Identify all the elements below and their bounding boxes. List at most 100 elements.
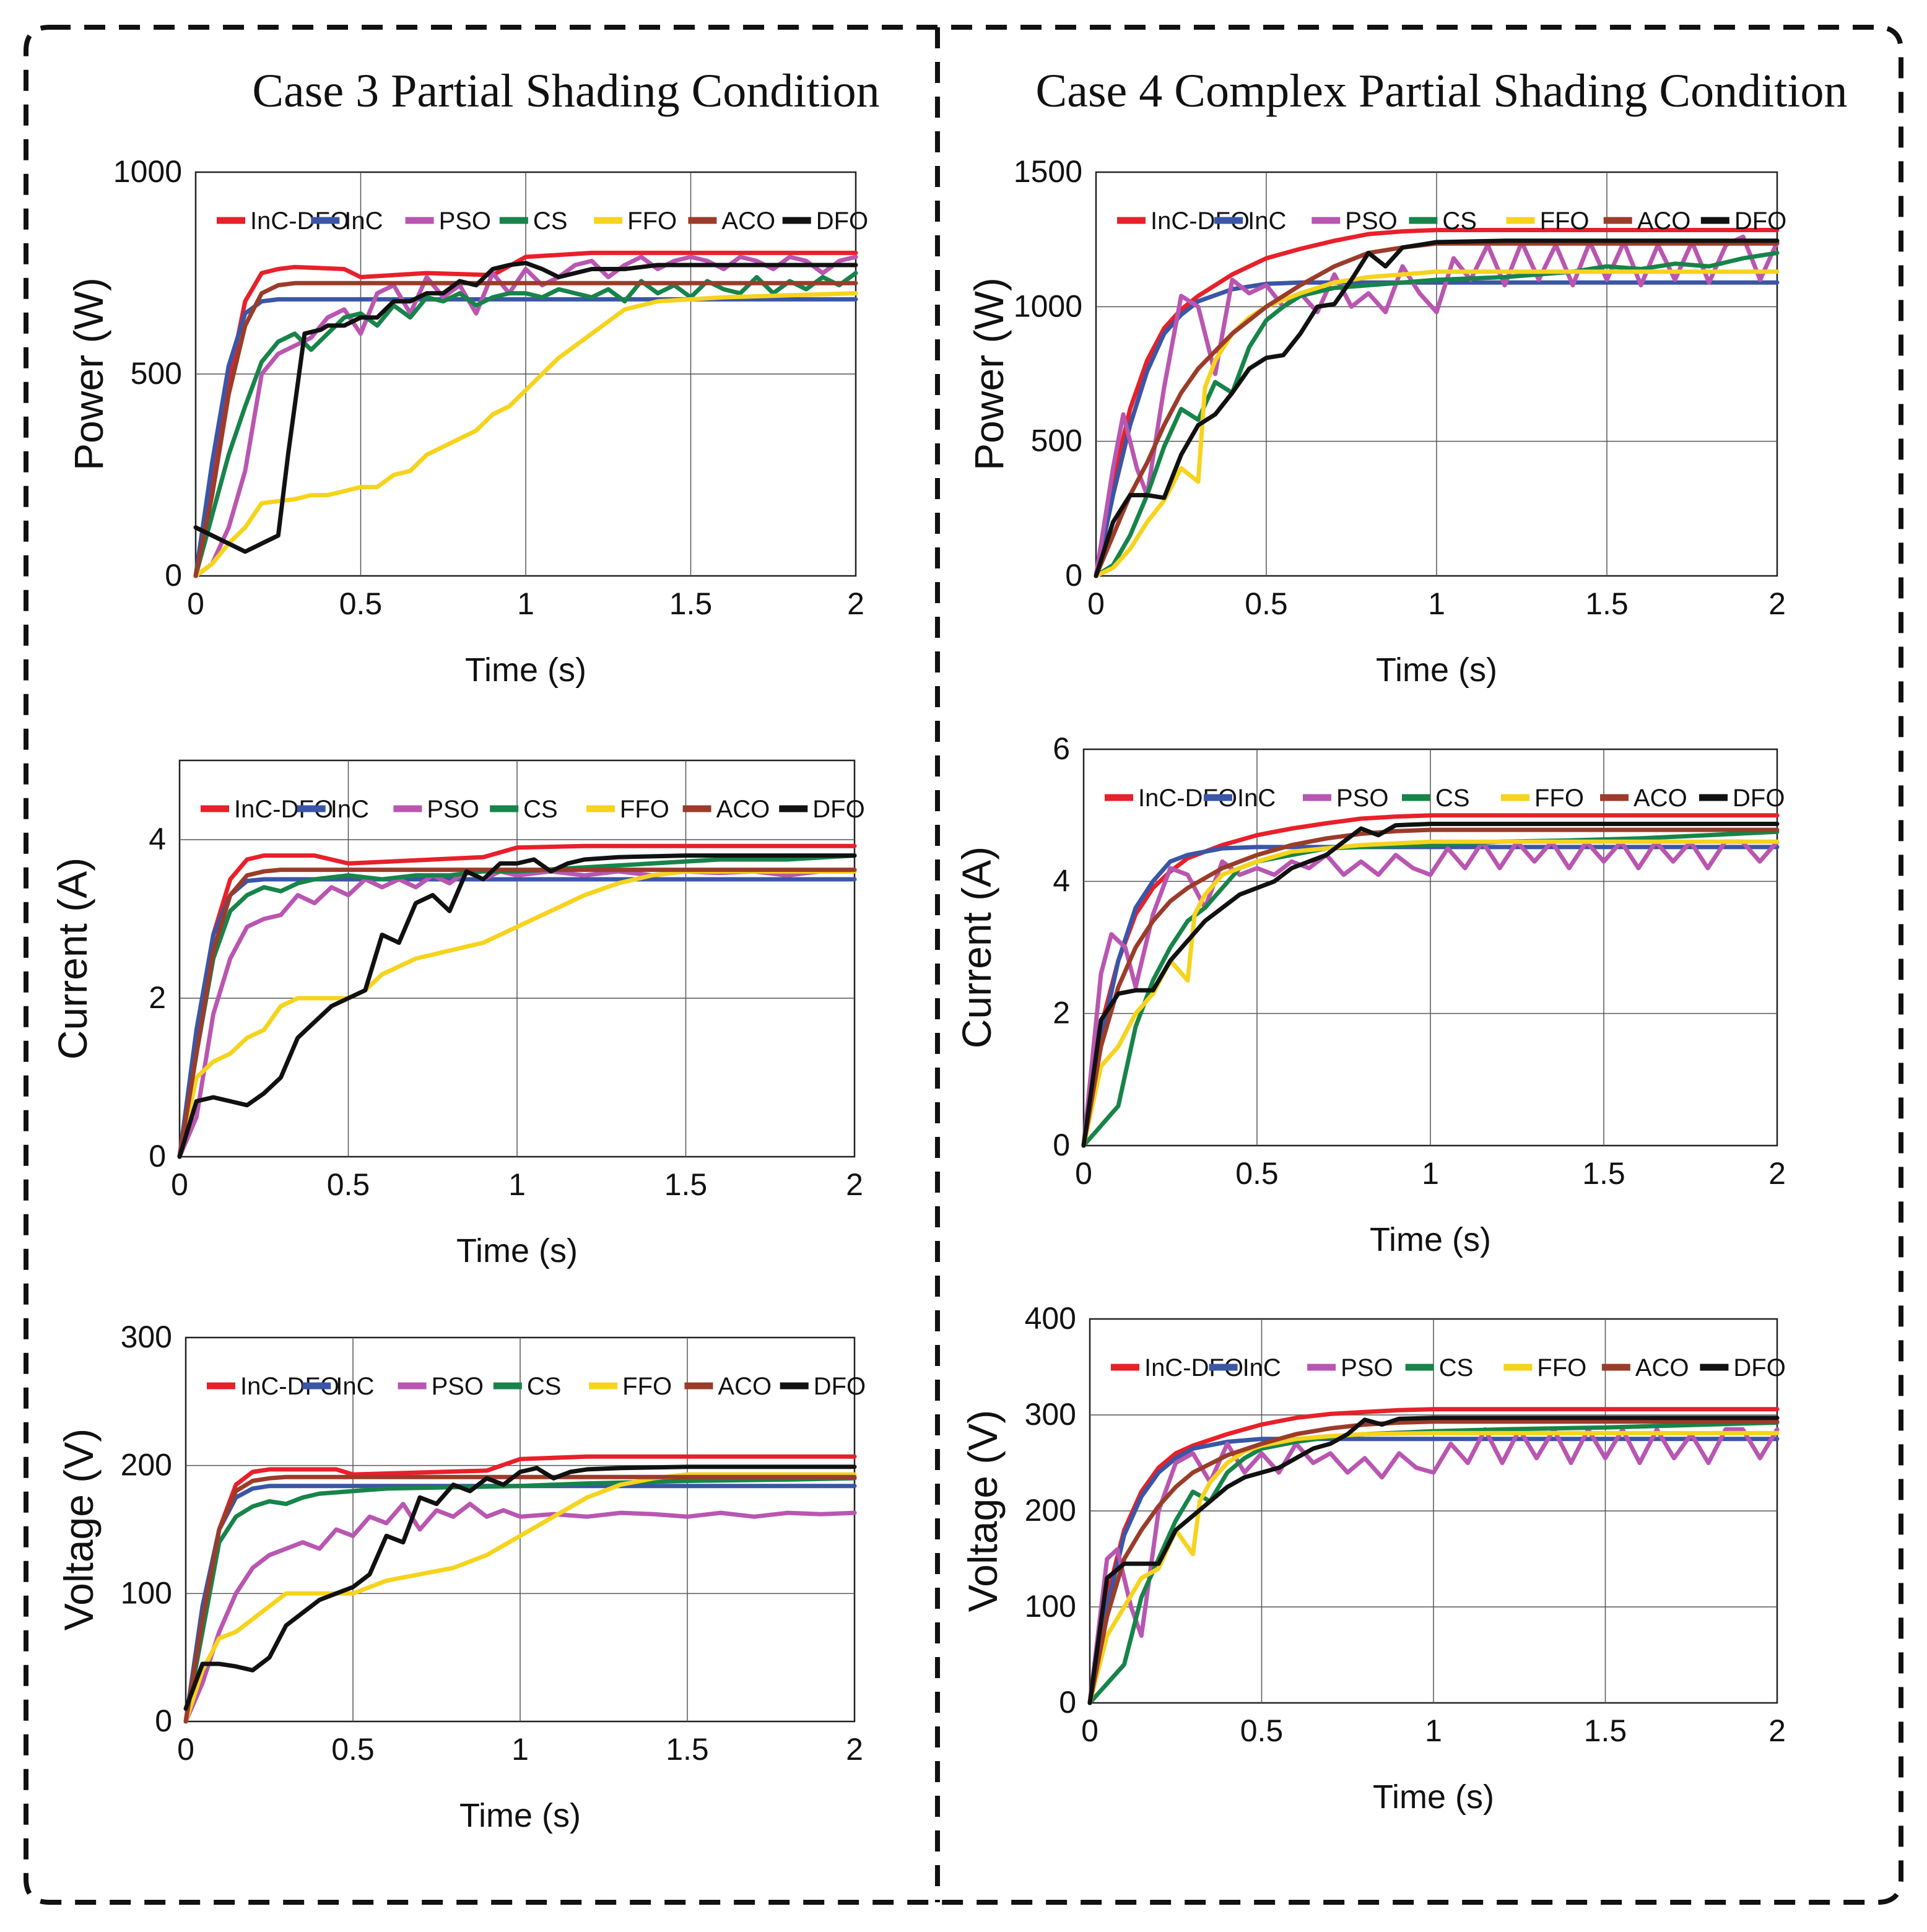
case3-current-legend-label: CS — [523, 796, 558, 823]
case3-current-y-tick-label: 0 — [149, 1139, 166, 1173]
case4-current-x-tick-label: 1 — [1422, 1156, 1439, 1191]
case4-current-legend-label: ACO — [1633, 785, 1687, 812]
case3-voltage-x-tick-label: 1 — [511, 1732, 529, 1767]
case3-power-legend-label: InC — [344, 207, 383, 235]
case3-voltage-chart: 0 0.5 1 1.5 2 0 100 200 300 Time (s) Voltage (V) In… — [56, 1320, 866, 1834]
case3-power-legend-label: DFO — [816, 207, 868, 235]
case4-current-y-tick-label: 6 — [1053, 731, 1070, 766]
case4-power-series-pso — [1094, 234, 1780, 578]
case3-power-y-axis-label: Power (W) — [66, 277, 111, 471]
case3-voltage-legend-label: CS — [527, 1373, 562, 1400]
case3-current-y-tick-label: 4 — [149, 822, 166, 856]
case4-voltage-legend-label: CS — [1439, 1354, 1474, 1382]
case4-power-x-tick-label: 1.5 — [1585, 586, 1629, 621]
case3-power-series-dfo — [193, 261, 858, 554]
case3-current-y-axis-label: Current (A) — [50, 858, 95, 1060]
case3-current-legend-label: PSO — [427, 796, 479, 823]
case4-power-series-inc — [1094, 280, 1780, 578]
case4-power-legend-label: FFO — [1540, 207, 1590, 235]
case3-power-x-tick-label: 1.5 — [669, 586, 713, 621]
case4-power-series-dfo — [1094, 238, 1780, 578]
case4-current-series-dfo — [1081, 822, 1780, 1148]
case4-voltage-y-tick-label: 0 — [1059, 1685, 1076, 1720]
case4-current-legend-label: FFO — [1534, 785, 1584, 812]
case3-voltage-x-tick-label: 2 — [846, 1732, 863, 1767]
case3-voltage-series-aco — [183, 1474, 857, 1724]
case4-power-legend-label: InC — [1248, 207, 1286, 235]
case3-voltage-legend-label: FFO — [622, 1373, 672, 1400]
case4-power-y-axis-label: Power (W) — [966, 277, 1012, 471]
case4-power-legend-label: DFO — [1734, 207, 1786, 235]
case4-power-y-tick-label: 1000 — [1014, 289, 1082, 323]
case3-title: Case 3 Partial Shading Condition — [252, 65, 879, 117]
case4-voltage-legend-label: FFO — [1537, 1354, 1586, 1382]
case3-voltage-y-axis-label: Voltage (V) — [56, 1429, 102, 1631]
case4-current-legend-label: DFO — [1733, 785, 1785, 812]
case3-power-legend-label: PSO — [439, 207, 491, 235]
case4-voltage-y-tick-label: 100 — [1025, 1589, 1076, 1624]
case3-power-legend-label: ACO — [721, 207, 775, 235]
case3-power-x-tick-label: 0.5 — [339, 586, 383, 621]
case3-current-x-tick-label: 0 — [171, 1167, 188, 1202]
case3-current-legend-label: DFO — [812, 796, 864, 823]
case3-voltage-series-inc — [183, 1484, 857, 1724]
case3-voltage-x-tick-label: 0.5 — [331, 1732, 375, 1767]
case4-current-y-tick-label: 0 — [1053, 1128, 1070, 1162]
case4-voltage-legend-label: ACO — [1635, 1354, 1689, 1382]
case3-voltage-legend-label: PSO — [432, 1373, 484, 1400]
case4-power-legend-label: CS — [1442, 207, 1477, 235]
case4-voltage-x-tick-label: 0 — [1081, 1713, 1098, 1748]
case4-current-x-tick-label: 2 — [1768, 1156, 1786, 1191]
case4-voltage-y-axis-label: Voltage (V) — [960, 1410, 1006, 1612]
case4-current-legend-label: PSO — [1336, 785, 1388, 812]
case4-power-x-tick-label: 2 — [1768, 586, 1786, 621]
case4-voltage-legend-label: InC — [1243, 1354, 1281, 1382]
case3-current-series-dfo — [177, 853, 857, 1159]
case4-power-x-tick-label: 0 — [1087, 586, 1105, 621]
case4-current-x-tick-label: 1.5 — [1582, 1156, 1625, 1191]
case4-power-chart: 0 0.5 1 1.5 2 0 500 1000 1500 Time (s) Power (W) In… — [966, 154, 1786, 689]
case4-power-x-tick-label: 0.5 — [1245, 586, 1288, 621]
case3-voltage-y-tick-label: 100 — [121, 1575, 172, 1610]
case3-power-y-tick-label: 1000 — [113, 154, 182, 189]
case3-power-y-tick-label: 0 — [165, 558, 182, 593]
case3-voltage-series-pso — [183, 1502, 857, 1724]
case4-voltage-series-dfo — [1087, 1416, 1780, 1705]
case4-power-x-axis-label: Time (s) — [1376, 651, 1497, 689]
case3-power-x-axis-label: Time (s) — [465, 651, 586, 689]
case3-voltage-series-dfo — [183, 1464, 857, 1711]
case4-voltage-x-axis-label: Time (s) — [1373, 1778, 1494, 1816]
case4-current-y-tick-label: 4 — [1053, 863, 1070, 898]
case4-power-y-tick-label: 1500 — [1014, 154, 1082, 189]
case4-power-legend-label: ACO — [1637, 207, 1691, 235]
case4-current-series-inc — [1081, 845, 1780, 1148]
case4-voltage-legend-label: PSO — [1341, 1354, 1393, 1382]
case4-current-x-tick-label: 0.5 — [1235, 1156, 1279, 1191]
case3-current-series-aco — [177, 868, 857, 1159]
case4-power-y-tick-label: 0 — [1065, 558, 1082, 593]
case3-current-legend-label: InC — [331, 796, 369, 823]
case4-voltage-x-tick-label: 1.5 — [1584, 1713, 1627, 1748]
case3-power-legend-label: CS — [533, 207, 568, 235]
case3-power-x-tick-label: 1 — [517, 586, 534, 621]
case3-voltage-legend-label: ACO — [718, 1373, 772, 1400]
case4-voltage-chart: 0 0.5 1 1.5 2 0 100 200 300 400 Time (s) Voltage (V… — [960, 1301, 1786, 1816]
case3-current-x-axis-label: Time (s) — [456, 1232, 578, 1269]
case4-power-series-cs — [1094, 250, 1780, 578]
case3-voltage-y-tick-label: 200 — [121, 1448, 172, 1482]
case4-current-y-tick-label: 2 — [1053, 996, 1070, 1030]
case3-voltage-y-tick-label: 300 — [121, 1320, 172, 1354]
case4-power-series-ffo — [1094, 269, 1780, 578]
case3-current-x-tick-label: 1 — [508, 1167, 526, 1202]
case3-voltage-y-tick-label: 0 — [155, 1704, 172, 1738]
case4-title: Case 4 Complex Partial Shading Condition — [1036, 65, 1848, 117]
case3-power-legend-label: FFO — [627, 207, 677, 235]
case3-power-x-tick-label: 0 — [187, 586, 204, 621]
case3-voltage-x-axis-label: Time (s) — [459, 1797, 581, 1834]
case3-voltage-x-tick-label: 0 — [177, 1732, 194, 1767]
case3-power-y-tick-label: 500 — [131, 356, 182, 391]
case3-power-x-tick-label: 2 — [847, 586, 864, 621]
